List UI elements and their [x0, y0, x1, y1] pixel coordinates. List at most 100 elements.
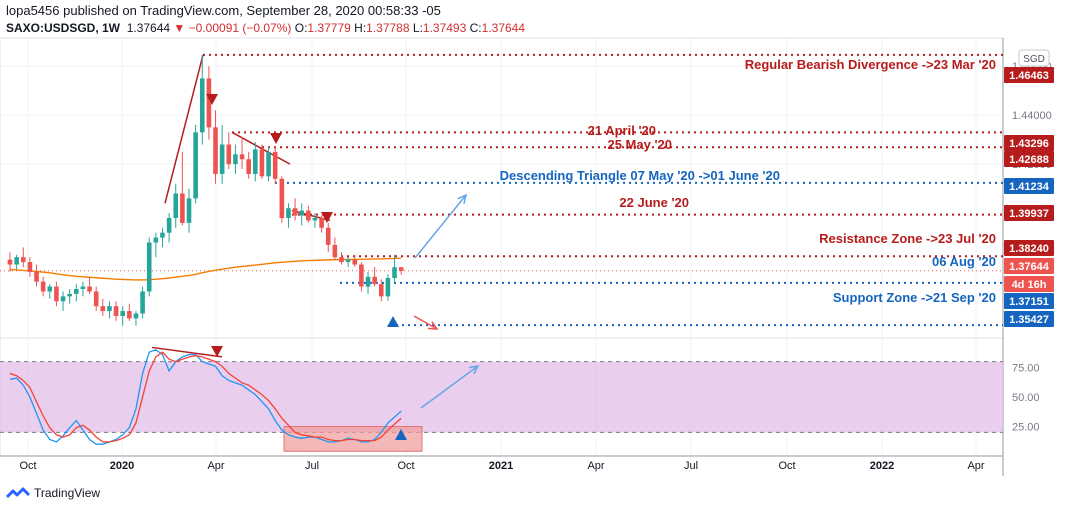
symbol-label[interactable]: SAXO:USDSGD, 1W — [6, 21, 121, 35]
candle-body — [398, 267, 404, 271]
candle-body — [306, 210, 311, 221]
time-tick-label: Apr — [207, 460, 224, 472]
price-label-text: 1.39937 — [1009, 208, 1049, 220]
candle-body — [365, 276, 371, 287]
time-tick-label: 2020 — [110, 460, 134, 472]
currency-badge: SGD — [1018, 49, 1050, 67]
candle-body — [173, 193, 179, 218]
time-tick-label: Apr — [587, 460, 604, 472]
moving-average — [9, 257, 402, 281]
price-change: −0.00091 (−0.07%) — [188, 21, 292, 35]
annotation-label: Descending Triangle 07 May '20 ->01 June… — [500, 168, 780, 183]
time-tick-label: 2022 — [870, 460, 894, 472]
candle-body — [80, 286, 86, 290]
candle-body — [113, 306, 119, 316]
candle-body — [226, 144, 232, 165]
candle-body — [253, 149, 258, 174]
candle-body — [332, 244, 338, 258]
candle-body — [239, 154, 245, 160]
candle-body — [233, 154, 238, 165]
candle-body — [266, 151, 271, 177]
sell-signal-icon — [270, 133, 282, 144]
price-label-text: 4d 16h — [1012, 279, 1047, 291]
candle-body — [93, 291, 99, 307]
candle-body — [352, 259, 358, 265]
price-label-text: 1.43296 — [1009, 138, 1049, 150]
stochastic-lines — [9, 349, 402, 445]
candle-body — [120, 311, 126, 316]
stoch-tick-label: 50.00 — [1012, 392, 1040, 404]
stoch-band — [0, 361, 1003, 452]
candle-body — [67, 293, 72, 297]
down-arrow-icon: ▼ — [173, 21, 186, 35]
candle-body — [47, 286, 53, 292]
candle-body — [279, 178, 285, 218]
close-label: C: — [469, 21, 482, 35]
price-labels: 1.46463 1.43296 1.42688 1.41234 1.39937 1.382… — [1004, 67, 1054, 327]
candles — [7, 54, 404, 326]
bullish-projection-arrow-head — [457, 193, 468, 204]
candle-body — [180, 193, 185, 223]
buy-signal-icon — [395, 429, 407, 440]
candle-body — [325, 227, 331, 245]
bearish-projection-arrow-head — [427, 321, 439, 330]
annotation-lines — [0, 53, 1003, 327]
price-label-box — [1004, 67, 1054, 83]
price-label-box — [1004, 135, 1054, 151]
candle-body — [312, 218, 318, 221]
candle-body — [127, 311, 132, 319]
sell-signal-icon — [321, 212, 333, 223]
price-tick-label: 1.44000 — [1012, 110, 1052, 122]
annotation-label: 25 May '20 — [607, 137, 672, 152]
open-value: 1.37779 — [307, 21, 351, 35]
tradingview-logo[interactable]: TradingView — [6, 486, 100, 500]
candle-body — [153, 237, 159, 243]
brand-name: TradingView — [34, 486, 101, 500]
sell-signal-icon — [211, 346, 223, 357]
price-label-box — [1004, 151, 1054, 167]
time-tick-label: Apr — [967, 460, 984, 472]
candle-body — [186, 198, 192, 223]
candle-body — [74, 289, 79, 294]
candle-body — [392, 267, 397, 278]
candle-body — [286, 208, 291, 218]
candle-body — [60, 296, 66, 302]
price-label-box — [1004, 178, 1054, 194]
candle-body — [272, 151, 278, 179]
candle-body — [359, 264, 364, 287]
candle-body — [166, 218, 172, 233]
candle-body — [146, 242, 152, 292]
price-label-text: 1.46463 — [1009, 70, 1049, 82]
annotation-texts: Regular Bearish Divergence ->23 Mar '20 2… — [500, 57, 996, 305]
sell-signal-icon — [206, 94, 218, 105]
currency-badge-text: SGD — [1023, 54, 1045, 65]
candle-body — [20, 257, 26, 263]
candle-body — [299, 210, 305, 216]
price-label-text: 1.41234 — [1009, 181, 1050, 193]
candle-body — [219, 144, 225, 174]
candle-body — [213, 127, 218, 174]
tradingview-logo-icon — [6, 487, 30, 499]
candle-body — [206, 78, 212, 128]
stoch-projection-arrow-head — [469, 364, 480, 375]
candle-body — [246, 159, 251, 174]
symbol-ohlc-bar: SAXO:USDSGD, 1W 1.37644 ▼ −0.00091 (−0.0… — [6, 21, 525, 35]
price-label-box — [1004, 311, 1054, 327]
bullish-projection-arrow — [414, 194, 467, 259]
stoch-projection-arrow — [420, 365, 479, 409]
price-label-box — [1004, 240, 1054, 256]
candle-body — [259, 149, 265, 177]
last-price: 1.37644 — [126, 21, 171, 35]
stoch-tick-label: 75.00 — [1012, 363, 1040, 375]
candle-body — [385, 278, 391, 297]
stoch-tick-label: 25.00 — [1012, 422, 1040, 434]
bearish-projection-arrow — [413, 315, 438, 330]
low-label: L: — [412, 21, 423, 35]
annotation-label: 21 April '20 — [588, 123, 656, 138]
price-label-text: 1.37644 — [1009, 261, 1050, 273]
candle-body — [345, 259, 351, 263]
high-value: 1.37788 — [366, 21, 410, 35]
time-tick-label: 2021 — [489, 460, 513, 472]
time-tick-label: Jul — [305, 460, 319, 472]
